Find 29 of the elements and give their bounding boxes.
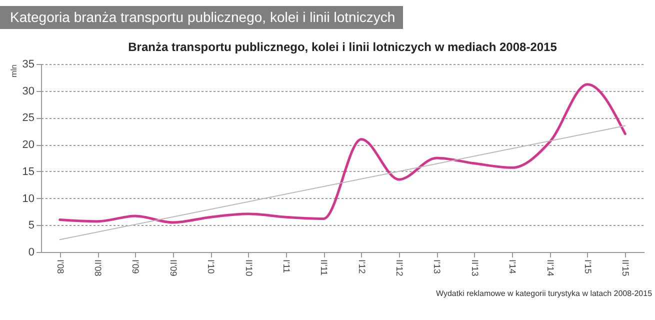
x-tick-label: II'09 [168, 260, 178, 276]
y-tick-label: 30 [22, 85, 34, 98]
x-tick-label: II'14 [545, 260, 556, 276]
x-tick-label: II'12 [394, 260, 405, 276]
y-tick-label: 5 [28, 220, 34, 232]
y-tick-label: 10 [22, 192, 34, 205]
x-tick-label: I'11 [281, 260, 292, 274]
y-tick-label: 0 [28, 246, 34, 258]
y-tick-label: 35 [22, 58, 34, 70]
x-tick-label: I'08 [55, 260, 66, 274]
y-tick-label: 15 [22, 166, 34, 178]
x-tick-label: II'13 [470, 260, 480, 276]
x-tick-label: II'10 [244, 260, 254, 276]
x-tick-label: II'08 [93, 260, 104, 276]
x-tick-label: II'11 [319, 260, 330, 276]
line-series [58, 83, 626, 224]
text: Wydatki reklamowe w kategorii turystyka w latach 2008-2015 [436, 289, 652, 298]
chart-title: Kategoria branża transportu publicznego, kolei i linii lotniczych [0, 6, 404, 29]
chart-subtitle: Branża transportu publicznego, kolei i linii lotniczych w mediach 2008-2015 [128, 40, 558, 54]
x-tick-label: I'09 [130, 260, 141, 274]
x-tick-label: I'14 [508, 260, 518, 274]
x-tick-label: I'15 [582, 260, 593, 274]
x-tick-label: I'10 [206, 260, 216, 274]
y-axis-title: mln [9, 64, 18, 78]
x-tick-label: II'15 [620, 260, 631, 276]
x-tick-label: I'13 [432, 260, 442, 274]
y-tick-label: 25 [22, 112, 34, 124]
y-tick-label: 20 [22, 139, 34, 152]
x-tick-label: I'12 [356, 260, 367, 274]
